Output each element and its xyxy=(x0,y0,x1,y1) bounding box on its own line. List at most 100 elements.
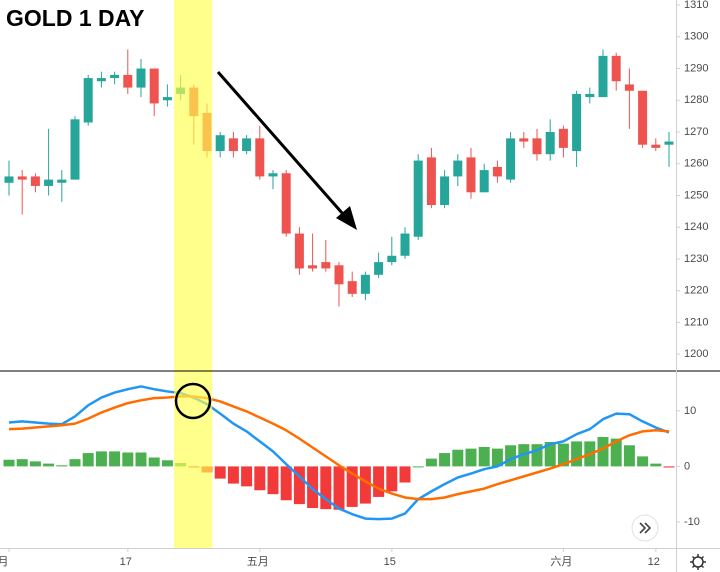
histogram-bar xyxy=(16,459,28,467)
trend-arrow xyxy=(216,71,352,223)
y-tick-label: 1240 xyxy=(684,221,708,233)
candle-body xyxy=(321,262,331,269)
candle-body xyxy=(453,160,463,177)
histogram-bar xyxy=(227,466,239,484)
histogram-bar xyxy=(95,451,107,467)
candle-body xyxy=(136,68,146,88)
candle-body xyxy=(334,265,344,285)
candle-body xyxy=(96,78,106,82)
chart-title: GOLD 1 DAY xyxy=(6,5,144,31)
x-tick-label: 五月 xyxy=(247,556,269,568)
candle-body xyxy=(624,84,634,91)
y-tick-label: 0 xyxy=(684,460,690,472)
highlight-band xyxy=(174,0,213,548)
histogram-bar xyxy=(307,466,319,509)
histogram-bar xyxy=(386,466,398,492)
candle-body xyxy=(149,68,159,104)
candle-body xyxy=(532,138,542,155)
histogram-bar xyxy=(373,466,385,497)
histogram-bar xyxy=(491,448,503,467)
histogram-bar xyxy=(82,453,94,467)
histogram-bar xyxy=(650,463,662,467)
candle-body xyxy=(123,74,133,88)
histogram-bar xyxy=(69,459,81,467)
x-tick-label: 17 xyxy=(120,556,132,568)
candle-body xyxy=(360,274,370,294)
candle-body xyxy=(598,55,608,98)
candle-body xyxy=(413,160,423,237)
candle-body xyxy=(347,281,357,294)
y-tick-label: 1200 xyxy=(684,348,708,360)
candle-body xyxy=(545,132,555,155)
histogram-bar xyxy=(465,448,477,467)
candle-body xyxy=(44,179,54,186)
macd-line xyxy=(8,395,670,501)
histogram-bar xyxy=(148,457,160,467)
candle-body xyxy=(110,74,120,79)
histogram-bar xyxy=(254,466,266,491)
macd-pane xyxy=(3,385,675,521)
histogram-bar xyxy=(122,452,134,467)
candle-body xyxy=(466,157,476,193)
candle-body xyxy=(4,176,14,183)
histogram-bar xyxy=(557,443,569,467)
candle-body xyxy=(506,138,516,180)
histogram-bar xyxy=(214,466,226,479)
y-tick-label: 1250 xyxy=(684,189,708,201)
y-tick-label: 1300 xyxy=(684,31,708,43)
y-tick-label: 1210 xyxy=(684,316,708,328)
histogram-bar xyxy=(505,445,517,467)
candle-body xyxy=(83,78,93,123)
y-tick-label: 1280 xyxy=(684,94,708,106)
histogram-bar xyxy=(109,451,121,467)
histogram-bar xyxy=(3,459,15,467)
y-tick-label: 1220 xyxy=(684,285,708,297)
histogram-bar xyxy=(43,463,55,467)
histogram-bar xyxy=(241,466,253,487)
candle-body xyxy=(638,90,648,145)
histogram-bar xyxy=(56,465,68,467)
x-tick-label: 月 xyxy=(0,556,9,568)
candle-body xyxy=(558,128,568,148)
settings-button[interactable] xyxy=(690,554,706,570)
histogram-bar xyxy=(478,446,490,467)
candle-body xyxy=(294,233,304,269)
candle-body xyxy=(30,176,40,186)
histogram-bar xyxy=(267,466,279,495)
scroll-button[interactable] xyxy=(631,514,659,542)
candle-body xyxy=(479,170,489,193)
candle-body xyxy=(215,135,225,152)
histogram-bar xyxy=(161,460,173,467)
candle-body xyxy=(611,55,621,82)
histogram-bar xyxy=(571,441,583,467)
histogram-bar xyxy=(346,466,358,507)
histogram-bar xyxy=(544,441,556,467)
histogram-bar xyxy=(663,466,675,468)
candle-body xyxy=(426,157,436,205)
candle-body xyxy=(268,173,278,177)
highlight-layer xyxy=(174,0,213,548)
candle-body xyxy=(162,97,172,101)
candle-body xyxy=(70,119,80,180)
y-tick-label: -10 xyxy=(684,516,700,528)
scroll-icon xyxy=(639,522,652,534)
histogram-bar xyxy=(531,444,543,467)
candle-body xyxy=(228,138,238,152)
histogram-bar xyxy=(637,456,649,467)
y-tick-label: 1270 xyxy=(684,126,708,138)
candle-body xyxy=(440,176,450,205)
axis-layer: 1200121012201230124012501260127012801290… xyxy=(0,0,708,568)
candle-body xyxy=(400,233,410,256)
histogram-bar xyxy=(333,466,345,510)
histogram-bar xyxy=(439,453,451,467)
y-tick-label: 10 xyxy=(684,405,696,417)
crossover-circle xyxy=(174,382,212,420)
candle-body xyxy=(281,173,291,234)
histogram-bar xyxy=(412,466,424,468)
histogram-bar xyxy=(280,466,292,501)
histogram-bar xyxy=(135,452,147,467)
candle-body xyxy=(572,93,582,152)
y-tick-label: 1230 xyxy=(684,253,708,265)
candle-body xyxy=(374,262,384,275)
